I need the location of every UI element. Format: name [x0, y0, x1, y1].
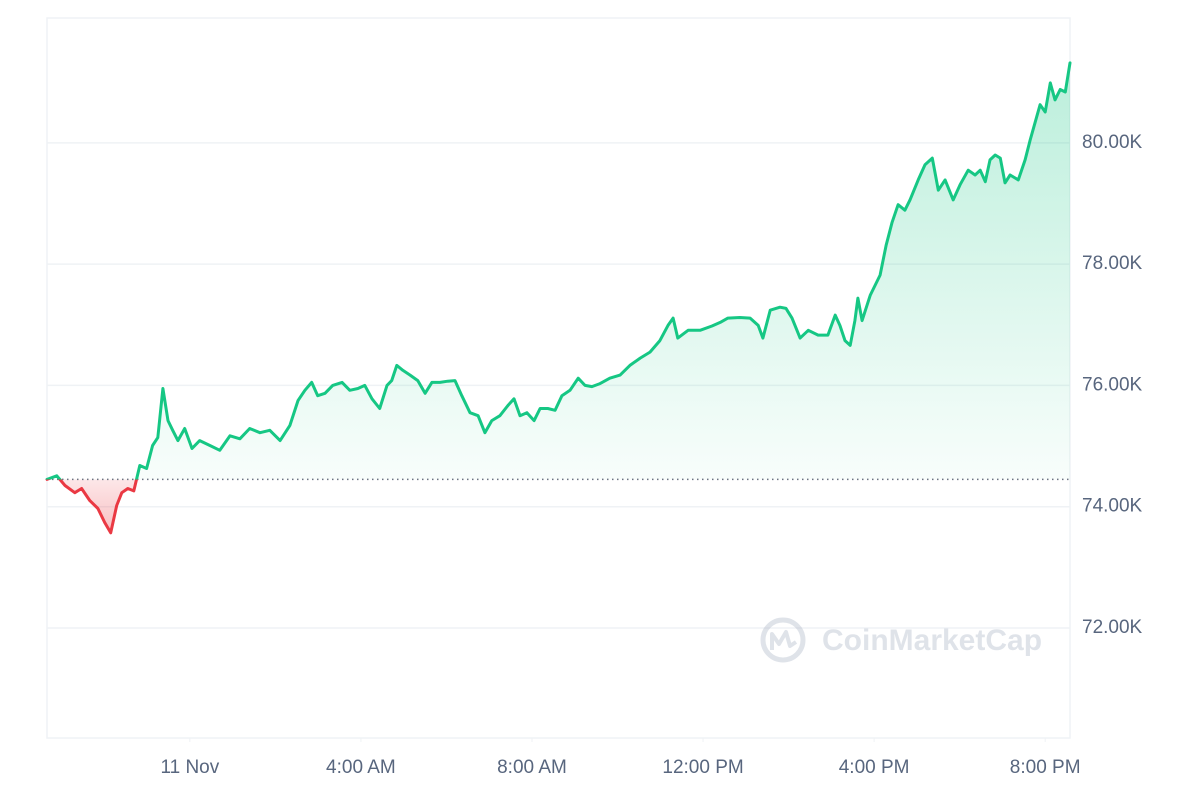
watermark: CoinMarketCap	[760, 617, 1042, 663]
x-tick-label: 12:00 PM	[662, 757, 743, 778]
x-tick-label: 4:00 AM	[326, 757, 396, 778]
y-tick-label: 72.00K	[1082, 617, 1143, 638]
y-tick-label: 80.00K	[1082, 132, 1143, 153]
x-tick-label: 11 Nov	[160, 757, 219, 778]
x-tick-label: 8:00 AM	[497, 757, 567, 778]
price-line	[45, 61, 1072, 535]
area-fill	[47, 62, 1070, 533]
x-tick-label: 4:00 PM	[839, 757, 910, 778]
x-tick-label: 8:00 PM	[1010, 757, 1081, 778]
watermark-logo	[760, 617, 806, 663]
watermark-logo-mark	[770, 630, 798, 650]
y-tick-label: 78.00K	[1082, 253, 1143, 274]
axes: 72.00K 74.00K 76.00K 78.00K 80.00K 11 Nov 4:00…	[160, 132, 1142, 778]
watermark-text: CoinMarketCap	[822, 624, 1042, 657]
y-tick-label: 74.00K	[1082, 496, 1143, 517]
y-tick-label: 76.00K	[1082, 374, 1143, 395]
series	[45, 61, 1072, 535]
